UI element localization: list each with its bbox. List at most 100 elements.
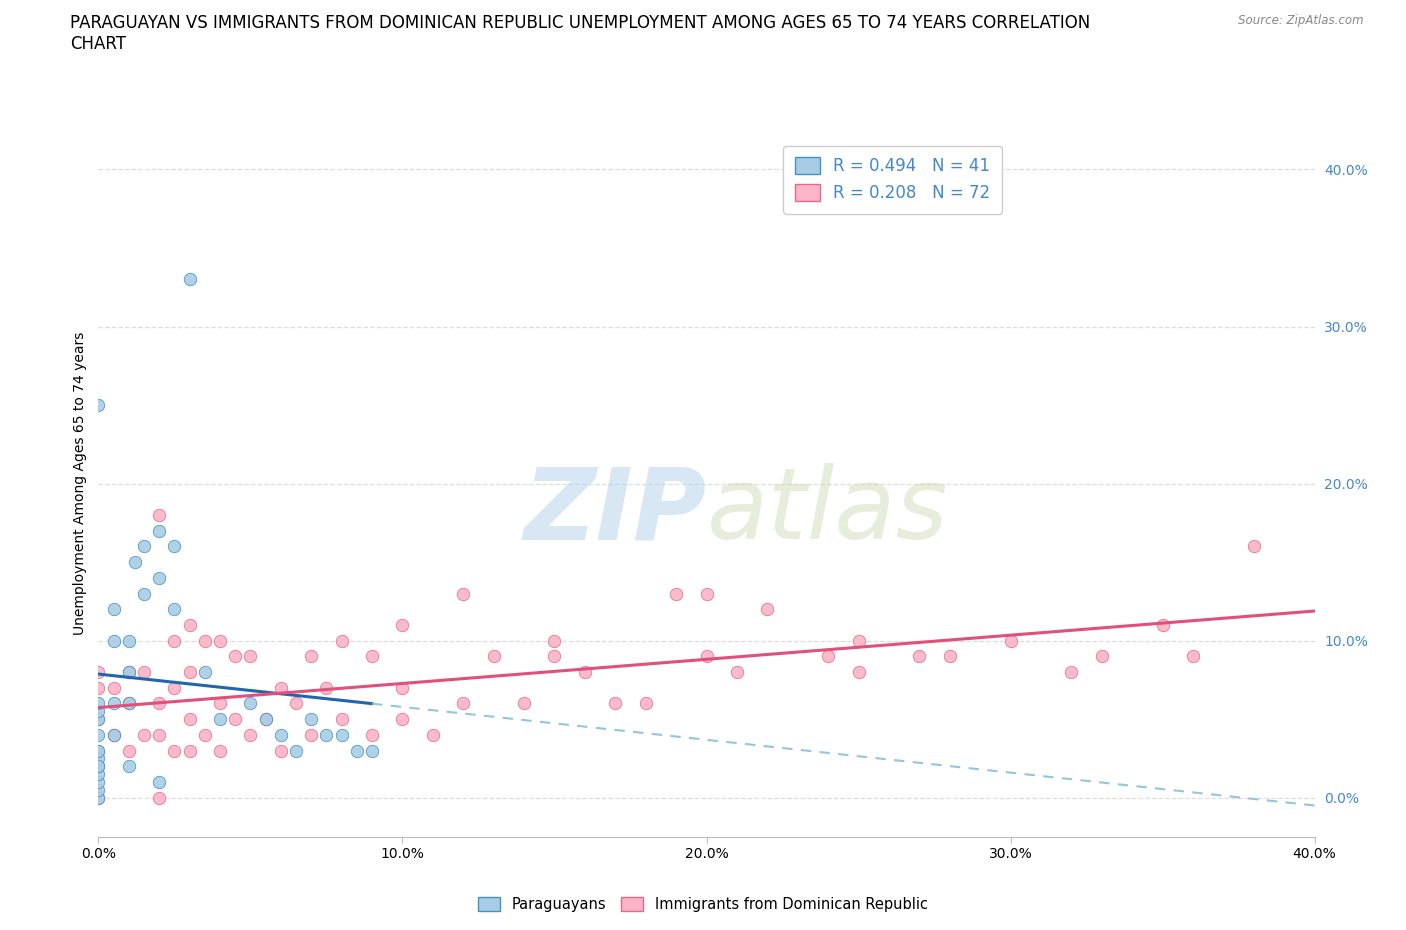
- Point: [299, 649, 322, 664]
- Point: [87, 665, 110, 680]
- Point: [148, 508, 170, 523]
- Legend: R = 0.494   N = 41, R = 0.208   N = 72: R = 0.494 N = 41, R = 0.208 N = 72: [783, 146, 1002, 214]
- Point: [179, 272, 201, 286]
- Point: [725, 665, 748, 680]
- Point: [87, 711, 110, 726]
- Text: Source: ZipAtlas.com: Source: ZipAtlas.com: [1239, 14, 1364, 27]
- Point: [391, 681, 413, 696]
- Point: [132, 539, 155, 554]
- Point: [87, 743, 110, 758]
- Point: [315, 681, 337, 696]
- Point: [1091, 649, 1114, 664]
- Point: [87, 759, 110, 774]
- Point: [224, 649, 246, 664]
- Point: [118, 743, 141, 758]
- Point: [103, 696, 125, 711]
- Point: [361, 743, 384, 758]
- Point: [148, 790, 170, 805]
- Point: [299, 727, 322, 742]
- Point: [346, 743, 368, 758]
- Point: [696, 586, 718, 601]
- Point: [118, 696, 141, 711]
- Point: [87, 775, 110, 790]
- Point: [163, 681, 186, 696]
- Point: [163, 633, 186, 648]
- Point: [103, 727, 125, 742]
- Point: [239, 696, 262, 711]
- Point: [239, 649, 262, 664]
- Text: ZIP: ZIP: [523, 463, 707, 561]
- Point: [285, 743, 308, 758]
- Point: [132, 727, 155, 742]
- Point: [391, 711, 413, 726]
- Point: [124, 554, 146, 569]
- Point: [634, 696, 657, 711]
- Text: CHART: CHART: [70, 35, 127, 53]
- Point: [1000, 633, 1022, 648]
- Point: [148, 775, 170, 790]
- Point: [254, 711, 277, 726]
- Point: [817, 649, 839, 664]
- Point: [543, 633, 565, 648]
- Point: [118, 759, 141, 774]
- Point: [285, 696, 308, 711]
- Point: [118, 665, 141, 680]
- Point: [391, 618, 413, 632]
- Point: [87, 759, 110, 774]
- Point: [299, 711, 322, 726]
- Point: [163, 743, 186, 758]
- Point: [118, 665, 141, 680]
- Point: [209, 743, 232, 758]
- Point: [605, 696, 627, 711]
- Point: [270, 743, 292, 758]
- Point: [513, 696, 536, 711]
- Point: [1182, 649, 1205, 664]
- Point: [848, 633, 870, 648]
- Point: [908, 649, 931, 664]
- Point: [270, 727, 292, 742]
- Point: [194, 665, 217, 680]
- Point: [148, 570, 170, 585]
- Point: [87, 790, 110, 805]
- Point: [87, 782, 110, 797]
- Point: [132, 665, 155, 680]
- Point: [87, 751, 110, 766]
- Point: [330, 711, 353, 726]
- Point: [87, 398, 110, 413]
- Point: [1243, 539, 1265, 554]
- Point: [270, 681, 292, 696]
- Point: [179, 618, 201, 632]
- Point: [87, 681, 110, 696]
- Point: [239, 727, 262, 742]
- Point: [422, 727, 444, 742]
- Point: [1060, 665, 1083, 680]
- Legend: Paraguayans, Immigrants from Dominican Republic: Paraguayans, Immigrants from Dominican R…: [472, 891, 934, 918]
- Point: [103, 681, 125, 696]
- Point: [103, 602, 125, 617]
- Point: [696, 649, 718, 664]
- Point: [543, 649, 565, 664]
- Point: [209, 711, 232, 726]
- Point: [163, 602, 186, 617]
- Point: [148, 524, 170, 538]
- Point: [179, 665, 201, 680]
- Point: [118, 633, 141, 648]
- Text: PARAGUAYAN VS IMMIGRANTS FROM DOMINICAN REPUBLIC UNEMPLOYMENT AMONG AGES 65 TO 7: PARAGUAYAN VS IMMIGRANTS FROM DOMINICAN …: [70, 14, 1091, 32]
- Point: [361, 727, 384, 742]
- Point: [330, 727, 353, 742]
- Point: [87, 766, 110, 781]
- Text: atlas: atlas: [707, 463, 948, 561]
- Point: [224, 711, 246, 726]
- Point: [103, 727, 125, 742]
- Point: [453, 696, 475, 711]
- Point: [179, 711, 201, 726]
- Point: [848, 665, 870, 680]
- Point: [179, 743, 201, 758]
- Point: [574, 665, 596, 680]
- Point: [118, 696, 141, 711]
- Point: [87, 696, 110, 711]
- Point: [254, 711, 277, 726]
- Point: [194, 727, 217, 742]
- Y-axis label: Unemployment Among Ages 65 to 74 years: Unemployment Among Ages 65 to 74 years: [73, 332, 87, 635]
- Point: [482, 649, 505, 664]
